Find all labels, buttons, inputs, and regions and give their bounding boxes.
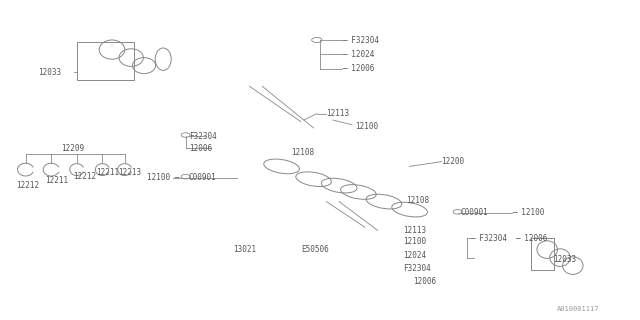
Text: F32304: F32304 bbox=[189, 132, 216, 140]
Text: 12211: 12211 bbox=[45, 176, 68, 185]
Text: 12006: 12006 bbox=[413, 277, 436, 286]
Text: ─ F32304: ─ F32304 bbox=[470, 234, 508, 243]
Text: A010001117: A010001117 bbox=[557, 306, 599, 312]
Text: 12108: 12108 bbox=[406, 196, 429, 204]
Text: 12100: 12100 bbox=[403, 237, 426, 246]
Text: 12200: 12200 bbox=[442, 157, 465, 166]
Text: 12100: 12100 bbox=[355, 122, 378, 131]
Text: ─ 12100: ─ 12100 bbox=[512, 208, 545, 217]
Text: 12212: 12212 bbox=[16, 181, 39, 190]
Text: E50506: E50506 bbox=[301, 245, 328, 254]
Text: 12033: 12033 bbox=[38, 68, 61, 76]
Text: C00901: C00901 bbox=[189, 173, 216, 182]
Text: 13021: 13021 bbox=[234, 245, 257, 254]
Text: 12212: 12212 bbox=[74, 172, 97, 180]
Bar bbox=[531, 238, 554, 270]
Text: 12033: 12033 bbox=[554, 255, 577, 264]
Text: ─ F32304: ─ F32304 bbox=[342, 36, 380, 44]
Text: 12213: 12213 bbox=[118, 168, 141, 177]
Text: F32304: F32304 bbox=[403, 264, 431, 273]
Text: 12006: 12006 bbox=[189, 144, 212, 153]
Text: C00901: C00901 bbox=[461, 208, 488, 217]
Text: 12113: 12113 bbox=[326, 109, 349, 118]
Text: 12108: 12108 bbox=[291, 148, 314, 156]
Text: 12209: 12209 bbox=[61, 144, 84, 153]
Text: ─ 12006: ─ 12006 bbox=[342, 64, 375, 73]
Text: ─ 12024: ─ 12024 bbox=[342, 50, 375, 59]
Text: 12211: 12211 bbox=[96, 168, 119, 177]
Text: ─ 12006: ─ 12006 bbox=[515, 234, 548, 243]
Bar bbox=[77, 42, 134, 80]
Text: 12100 ─: 12100 ─ bbox=[147, 173, 180, 182]
Text: 12113: 12113 bbox=[403, 226, 426, 235]
Text: 12024: 12024 bbox=[403, 252, 426, 260]
